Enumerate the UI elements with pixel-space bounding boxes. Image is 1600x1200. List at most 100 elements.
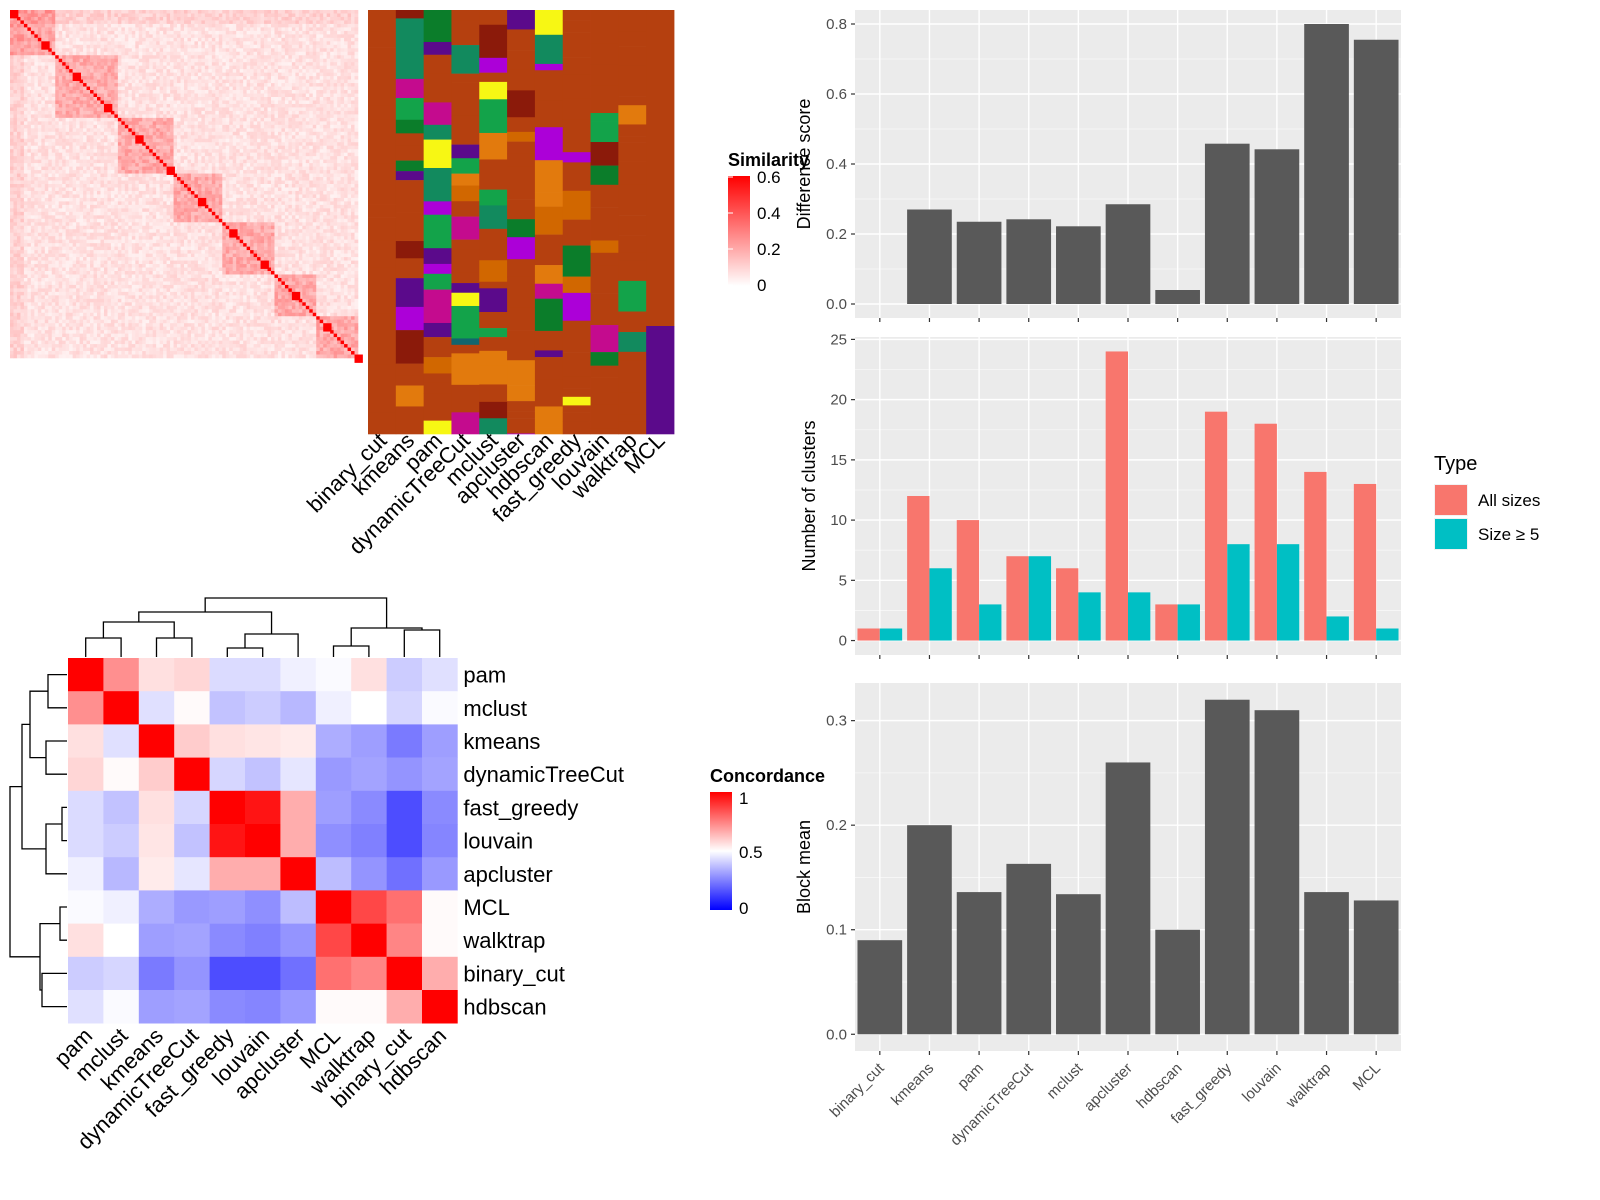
similarity-cell [229,13,234,18]
similarity-cell [208,149,213,153]
similarity-cell [250,142,254,147]
similarity-cell [197,23,202,28]
similarity-cell [274,23,279,28]
similarity-cell [337,65,341,70]
similarity-cell [257,58,261,63]
similarity-cell [187,145,192,150]
similarity-cell [215,23,220,28]
similarity-cell [48,128,53,133]
similarity-cell [239,100,244,105]
similarity-cell [260,177,265,181]
similarity-cell [333,107,338,112]
similarity-cell [277,110,282,115]
similarity-cell [264,44,268,49]
similarity-cell [135,55,140,60]
similarity-cell [323,30,327,35]
similarity-cell [197,55,202,60]
similarity-cell [65,128,70,133]
similarity-cell [163,93,167,98]
similarity-cell [72,159,77,164]
similarity-cell [65,62,70,66]
similarity-cell [288,173,293,178]
similarity-cell [100,83,105,87]
similarity-cell [180,20,185,25]
similarity-cell [309,20,314,25]
similarity-cell [10,86,14,91]
similarity-cell [190,83,195,87]
similarity-cell [100,142,105,147]
similarity-cell [44,23,49,28]
similarity-cell [107,86,112,91]
similarity-cell [201,16,206,21]
similarity-cell [159,58,164,63]
similarity-cell [103,51,108,56]
similarity-cell [257,48,261,53]
similarity-cell [340,110,345,115]
similarity-cell [163,69,167,73]
similarity-cell [79,166,84,171]
similarity-cell [260,97,265,101]
similarity-cell [337,110,341,115]
similarity-cell [55,97,60,101]
similarity-cell [257,34,261,39]
similarity-cell [347,173,352,178]
similarity-cell [30,149,35,153]
similarity-cell [239,44,244,49]
similarity-cell [208,142,213,147]
similarity-cell [312,37,317,42]
similarity-cell [243,72,247,77]
similarity-cell [190,100,195,105]
similarity-cell [204,51,209,56]
similarity-cell [284,44,289,49]
similarity-cell [184,72,188,77]
similarity-cell [107,48,112,53]
similarity-cell [128,114,133,119]
similarity-cell [190,55,195,60]
similarity-cell [76,20,80,25]
similarity-cell [229,124,234,129]
similarity-cell [16,79,21,84]
similarity-cell [246,110,251,115]
similarity-cell [253,173,258,178]
similarity-cell [347,124,352,129]
similarity-cell [20,55,25,60]
similarity-cell [23,72,28,77]
similarity-cell [93,23,98,28]
similarity-cell [79,159,84,164]
similarity-cell [208,58,213,63]
similarity-cell [344,27,348,32]
similarity-cell [319,76,324,80]
similarity-cell [264,177,268,181]
similarity-cell [114,131,119,136]
similarity-cell [218,159,223,164]
similarity-cell [72,149,77,153]
similarity-cell [288,177,293,181]
similarity-cell [225,27,230,32]
similarity-cell [260,10,265,14]
similarity-cell [194,149,199,153]
similarity-cell [194,27,199,32]
similarity-cell [197,142,202,147]
similarity-cell [114,48,119,53]
similarity-cell [97,34,101,39]
similarity-cell [110,131,115,136]
similarity-cell [246,107,251,112]
similarity-cell [55,173,60,178]
similarity-cell [347,163,352,167]
similarity-cell [10,114,14,119]
similarity-cell [333,177,338,181]
similarity-cell [243,124,247,129]
similarity-cell [180,152,185,157]
similarity-cell [344,41,348,46]
similarity-cell [90,10,94,14]
similarity-cell [79,117,84,122]
similarity-cell [55,34,60,39]
similarity-cell [291,65,296,70]
similarity-cell [23,20,28,25]
similarity-cell [277,177,282,181]
similarity-cell [194,79,199,84]
similarity-cell [225,163,230,167]
similarity-cell [243,110,247,115]
similarity-cell [250,10,254,14]
similarity-cell [30,117,35,122]
